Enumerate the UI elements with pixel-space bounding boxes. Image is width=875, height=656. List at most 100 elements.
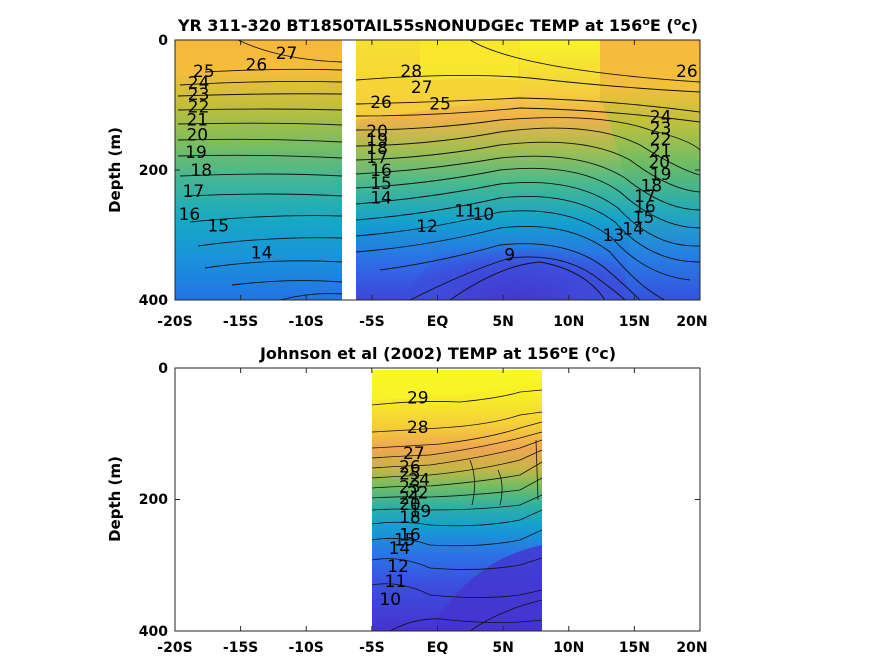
top-ytick-1: 200 [139, 163, 168, 179]
top-contour-label: 26 [246, 56, 268, 76]
bottom-contour-label: 15 [394, 531, 416, 551]
bottom-contour-lines [371, 389, 543, 632]
bottom-contour-label: 27 [403, 444, 425, 464]
top-contour-label: 20 [648, 153, 670, 173]
bottom-x-tick-labels: -20S -15S -10S -5S EQ 5N 10N 15N 20N [157, 640, 707, 656]
top-contour-label: 11 [454, 201, 476, 221]
bottom-contour-label: 16 [399, 525, 421, 545]
top-y-tick-labels: 0 200 400 [139, 33, 168, 309]
bottom-contour-label: 22 [407, 483, 429, 503]
bottom-contour-label: 21 [399, 489, 421, 509]
top-contour-label: 23 [188, 85, 210, 105]
bottom-ytick-1: 200 [139, 492, 168, 508]
top-contour-label: 14 [622, 220, 644, 240]
top-data-gap [342, 40, 356, 300]
top-contour-label: 24 [188, 73, 210, 93]
bottom-y-tick-labels: 0 200 400 [139, 361, 168, 640]
top-contour-label: 14 [370, 188, 392, 208]
top-ytick-2: 400 [139, 293, 168, 309]
bottom-ytick-2: 400 [139, 624, 168, 640]
top-contour-label: 21 [650, 142, 672, 162]
top-xtick-5: 5N [492, 314, 513, 330]
top-tick-marks [174, 39, 701, 301]
top-contour-label: 22 [650, 130, 672, 150]
top-contour-label: 18 [190, 161, 212, 181]
top-contour-label: 19 [650, 165, 672, 185]
bottom-xtick-4: EQ [427, 640, 449, 656]
top-contour-label: 17 [634, 187, 656, 207]
top-xtick-6: 10N [553, 314, 584, 330]
bottom-contour-label: 19 [410, 502, 432, 522]
top-contour-label: 15 [370, 174, 392, 194]
top-contour-lines [177, 39, 701, 301]
bottom-xtick-1: -15S [223, 640, 258, 656]
top-contour-label: 21 [186, 110, 208, 130]
bottom-contour-label: 14 [389, 539, 411, 559]
bottom-contour-label: 26 [399, 458, 421, 478]
bottom-contour-label: 29 [407, 389, 429, 409]
bottom-xtick-3: -5S [359, 640, 385, 656]
top-contour-label: 26 [676, 62, 698, 82]
top-xtick-8: 20N [676, 314, 707, 330]
bottom-title: Johnson et al (2002) TEMP at 156oE (oc) [259, 343, 616, 364]
top-xtick-3: -5S [359, 314, 385, 330]
top-contour-label: 22 [188, 97, 210, 117]
top-contour-label: 15 [633, 208, 655, 228]
top-contour-label: 9 [504, 246, 515, 266]
top-contour-label: 19 [366, 130, 388, 150]
bottom-xtick-7: 15N [619, 640, 650, 656]
top-contour-label: 23 [650, 119, 672, 139]
top-xtick-4: EQ [427, 314, 449, 330]
bottom-contour-label: 28 [407, 418, 429, 438]
top-contour-label: 19 [185, 143, 207, 163]
top-xtick-0: -20S [157, 314, 192, 330]
top-contour-label: 18 [366, 139, 388, 159]
bottom-xtick-5: 5N [492, 640, 513, 656]
top-contour-label: 25 [429, 95, 451, 115]
bottom-contour-label: 11 [385, 572, 407, 592]
bottom-contour-label: 24 [408, 471, 430, 491]
top-contour-label: 28 [400, 62, 422, 82]
top-contour-label: 18 [641, 177, 663, 197]
top-contour-label: 27 [411, 78, 433, 98]
top-xtick-1: -15S [223, 314, 258, 330]
bottom-xtick-0: -20S [157, 640, 192, 656]
top-xtick-2: -10S [289, 314, 324, 330]
top-contour-label: 16 [370, 161, 392, 181]
top-contour-label: 17 [366, 148, 388, 168]
top-contour-label: 20 [366, 122, 388, 142]
top-y-axis-label: Depth (m) [106, 127, 124, 213]
bottom-ytick-0: 0 [158, 361, 168, 377]
top-contour-label: 12 [416, 217, 438, 237]
top-contour-label: 25 [193, 62, 215, 82]
top-contour-label: 17 [183, 182, 205, 202]
bottom-contour-label: 12 [387, 557, 409, 577]
top-contour-label: 20 [186, 125, 208, 145]
top-contour-label: 14 [251, 244, 273, 264]
top-contour-label: 13 [603, 226, 625, 246]
bottom-contour-label: 10 [379, 590, 401, 610]
bottom-tick-marks [174, 367, 701, 632]
bottom-xtick-6: 10N [553, 640, 584, 656]
top-title: YR 311-320 BT1850TAIL55sNONUDGEc TEMP at… [177, 15, 698, 36]
bottom-xtick-2: -10S [289, 640, 324, 656]
top-ytick-0: 0 [158, 33, 168, 49]
top-x-tick-labels: -20S -15S -10S -5S EQ 5N 10N 15N 20N [157, 314, 707, 330]
bottom-contour-label: 20 [399, 495, 421, 515]
top-contour-label: 10 [473, 205, 495, 225]
bottom-contour-label: 18 [399, 508, 421, 528]
bottom-contour-label: 23 [399, 477, 421, 497]
top-contour-label: 26 [370, 93, 392, 113]
top-contour-label: 24 [650, 108, 672, 128]
top-panel: YR 311-320 BT1850TAIL55sNONUDGEc TEMP at… [106, 15, 708, 331]
bottom-contour-label: 25 [399, 465, 421, 485]
top-contour-label: 27 [276, 44, 298, 64]
top-contour-label: 15 [207, 216, 229, 236]
top-contour-label: 16 [634, 197, 656, 217]
bottom-panel: Johnson et al (2002) TEMP at 156oE (oc) [106, 343, 708, 656]
